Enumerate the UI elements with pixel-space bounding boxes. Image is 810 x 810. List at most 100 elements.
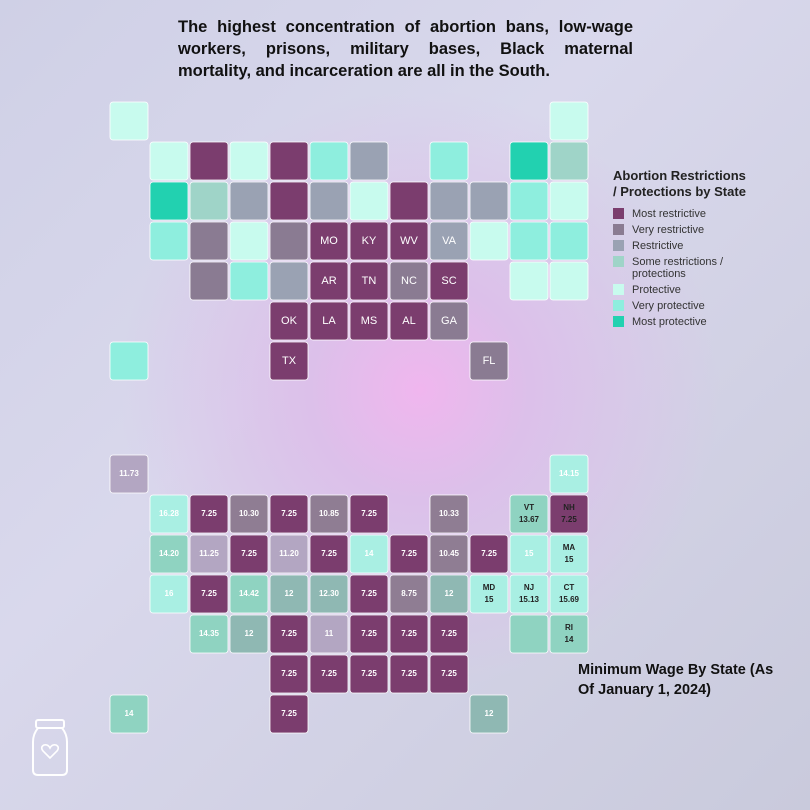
state-tile xyxy=(549,261,589,301)
state-tile xyxy=(429,574,469,614)
legend-label: Some restrictions / protections xyxy=(632,256,724,280)
legend-item: Protective xyxy=(613,284,753,296)
wage-label: 7.25 xyxy=(441,669,457,678)
wage-label: 7.25 xyxy=(321,549,337,558)
state-tile xyxy=(349,181,389,221)
legend-swatch xyxy=(613,208,624,219)
state-tile xyxy=(109,341,149,381)
wage-label: 14.15 xyxy=(559,469,580,478)
wage-label: 16.28 xyxy=(159,509,180,518)
state-tile xyxy=(349,221,389,261)
state-tile xyxy=(349,654,389,694)
state-label: MO xyxy=(320,235,338,247)
legend-item: Restrictive xyxy=(613,240,753,252)
legend-title: Abortion Restrictions / Protections by S… xyxy=(613,168,746,199)
wage-label: 7.25 xyxy=(561,515,577,524)
state-label: KY xyxy=(362,235,377,247)
state-tile xyxy=(349,261,389,301)
state-tile xyxy=(509,614,549,654)
wage-label: 12 xyxy=(485,709,494,718)
legend-item: Very protective xyxy=(613,300,753,312)
state-tile xyxy=(509,494,549,534)
state-tile xyxy=(389,301,429,341)
state-tile xyxy=(229,494,269,534)
wage-label: 13.67 xyxy=(519,515,540,524)
state-tile xyxy=(189,534,229,574)
state-abbr: NJ xyxy=(524,583,534,592)
state-abbr: CT xyxy=(564,583,575,592)
state-tile xyxy=(269,341,309,381)
state-tile xyxy=(309,181,349,221)
wage-label: 7.25 xyxy=(241,549,257,558)
state-tile xyxy=(269,301,309,341)
legend-label: Most restrictive xyxy=(632,208,706,220)
state-tile xyxy=(189,574,229,614)
state-tile xyxy=(189,221,229,261)
legend-item: Most restrictive xyxy=(613,208,753,220)
state-label: TX xyxy=(282,355,297,367)
state-tile xyxy=(309,301,349,341)
state-tile xyxy=(189,181,229,221)
state-tile xyxy=(189,614,229,654)
legend-item: Very restrictive xyxy=(613,224,753,236)
legend-swatch xyxy=(613,284,624,295)
wage-label: 14 xyxy=(365,549,374,558)
wage-label: 8.75 xyxy=(401,589,417,598)
state-tile xyxy=(389,221,429,261)
state-tile xyxy=(349,141,389,181)
state-tile xyxy=(429,534,469,574)
state-tile xyxy=(389,614,429,654)
state-tile xyxy=(269,654,309,694)
state-tile xyxy=(269,141,309,181)
state-tile xyxy=(149,494,189,534)
state-tile xyxy=(269,261,309,301)
state-tile xyxy=(549,494,589,534)
wage-label: 7.25 xyxy=(281,669,297,678)
state-tile xyxy=(149,574,189,614)
state-tile xyxy=(509,221,549,261)
state-abbr: MD xyxy=(483,583,496,592)
state-tile xyxy=(509,534,549,574)
state-label: AR xyxy=(321,275,336,287)
wage-label: 12 xyxy=(245,629,254,638)
state-tile xyxy=(189,141,229,181)
state-tile xyxy=(349,494,389,534)
state-tile xyxy=(149,181,189,221)
state-tile xyxy=(429,221,469,261)
state-tile xyxy=(229,614,269,654)
state-tile xyxy=(269,614,309,654)
state-tile xyxy=(389,181,429,221)
state-tile xyxy=(229,534,269,574)
state-tile xyxy=(389,534,429,574)
state-label: GA xyxy=(441,315,458,327)
state-tile xyxy=(269,574,309,614)
state-abbr: RI xyxy=(565,623,573,632)
state-tile xyxy=(549,574,589,614)
state-tile xyxy=(349,301,389,341)
legend-label: Very protective xyxy=(632,300,705,312)
wage-label: 7.25 xyxy=(361,669,377,678)
wage-label: 7.25 xyxy=(481,549,497,558)
wage-label: 14.35 xyxy=(199,629,220,638)
state-tile xyxy=(389,654,429,694)
state-tile xyxy=(469,694,509,734)
state-tile xyxy=(109,454,149,494)
jar-icon xyxy=(32,719,68,776)
state-tile xyxy=(109,101,149,141)
wage-label: 16 xyxy=(165,589,174,598)
state-tile xyxy=(309,614,349,654)
state-tile xyxy=(429,181,469,221)
state-tile xyxy=(509,141,549,181)
state-tile xyxy=(349,534,389,574)
wage-label: 7.25 xyxy=(361,589,377,598)
state-tile xyxy=(549,221,589,261)
state-label: TN xyxy=(362,275,377,287)
wage-label: 12 xyxy=(445,589,454,598)
legend-item: Some restrictions / protections xyxy=(613,256,753,280)
wage-label: 7.25 xyxy=(321,669,337,678)
wage-label: 11.73 xyxy=(119,469,139,478)
state-label: NC xyxy=(401,275,417,287)
wage-label: 14 xyxy=(565,635,574,644)
state-tile xyxy=(309,141,349,181)
